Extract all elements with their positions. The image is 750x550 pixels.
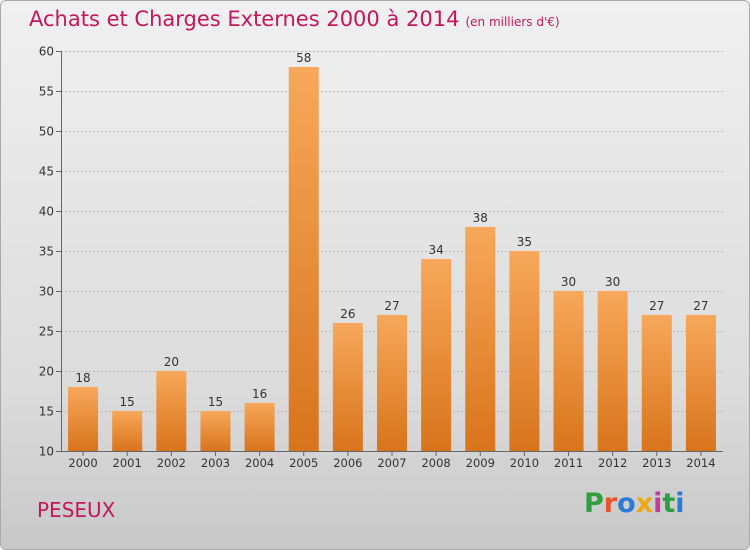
data-label: 35: [517, 235, 532, 249]
x-tick-label: 2011: [554, 456, 583, 470]
y-tick-label: 40: [39, 205, 54, 219]
x-tick-label: 2010: [510, 456, 539, 470]
bar-2004: [244, 403, 275, 451]
bar-2002: [156, 371, 187, 451]
data-label: 27: [384, 299, 399, 313]
place-name: PESEUX: [37, 498, 116, 522]
bar-2000: [68, 387, 99, 451]
bar-2010: [509, 251, 540, 451]
x-tick-label: 2004: [245, 456, 274, 470]
data-label: 26: [340, 307, 355, 321]
data-label: 30: [605, 275, 620, 289]
y-tick-label: 60: [39, 45, 54, 59]
y-tick-label: 50: [39, 125, 54, 139]
x-tick-label: 2013: [642, 456, 671, 470]
bar-2005: [288, 67, 319, 451]
proxiti-logo[interactable]: Proxiti: [584, 488, 685, 519]
data-label: 58: [296, 51, 311, 65]
x-tick-label: 2002: [157, 456, 186, 470]
bar-2007: [376, 315, 408, 451]
y-tick-label: 15: [39, 405, 54, 419]
x-tick-label: 2000: [68, 456, 97, 470]
bar-2013: [641, 315, 672, 451]
y-tick-label: 25: [39, 325, 54, 339]
data-label: 16: [252, 387, 267, 401]
logo-letter: P: [584, 488, 604, 519]
y-tick-label: 35: [39, 245, 54, 259]
bar-2014: [685, 315, 716, 451]
logo-letter: o: [617, 488, 636, 519]
bar-2011: [553, 291, 584, 451]
y-tick-label: 55: [39, 85, 54, 99]
bar-2006: [332, 323, 363, 451]
x-tick-label: 2005: [289, 456, 318, 470]
bar-2012: [597, 291, 628, 451]
data-label: 30: [561, 275, 576, 289]
x-tick-label: 2003: [201, 456, 230, 470]
chart-title: Achats et Charges Externes 2000 à 2014 (e…: [29, 7, 560, 31]
y-tick-label: 10: [39, 445, 54, 459]
data-label: 27: [693, 299, 708, 313]
x-tick-label: 2012: [598, 456, 627, 470]
y-tick-label: 20: [39, 365, 54, 379]
y-tick-label: 30: [39, 285, 54, 299]
data-label: 34: [428, 243, 443, 257]
logo-letter: t: [662, 488, 676, 519]
x-tick-label: 2008: [421, 456, 450, 470]
x-tick-label: 2009: [466, 456, 495, 470]
bars: [68, 67, 716, 451]
bar-2001: [112, 411, 143, 451]
data-label: 38: [473, 211, 488, 225]
bar-2009: [465, 227, 496, 451]
data-labels: 18 15 20 15 16 58 26 27 34 38 35 30 30 27 27: [75, 51, 708, 409]
logo-letter: x: [635, 488, 654, 519]
logo-letter: r: [603, 488, 618, 519]
y-tick-label: 45: [39, 165, 54, 179]
x-tick-label: 2014: [686, 456, 715, 470]
x-tick-label: 2006: [333, 456, 362, 470]
data-label: 27: [649, 299, 664, 313]
title-text: Achats et Charges Externes 2000 à 2014: [29, 7, 460, 31]
data-label: 20: [164, 355, 179, 369]
axes: 10 15 20 25 30 35 40 45 50 55 60 2000 2001 2002 2003 20…: [39, 45, 723, 470]
data-label: 18: [75, 371, 90, 385]
logo-letter: i: [653, 488, 663, 519]
logo-letter: i: [675, 488, 685, 519]
x-tick-label: 2007: [377, 456, 406, 470]
x-tick-label: 2001: [113, 456, 142, 470]
bar-2008: [421, 259, 452, 451]
data-label: 15: [120, 395, 135, 409]
bar-2003: [200, 411, 231, 451]
chart-subtitle: (en milliers d'€): [465, 15, 560, 29]
data-label: 15: [208, 395, 223, 409]
